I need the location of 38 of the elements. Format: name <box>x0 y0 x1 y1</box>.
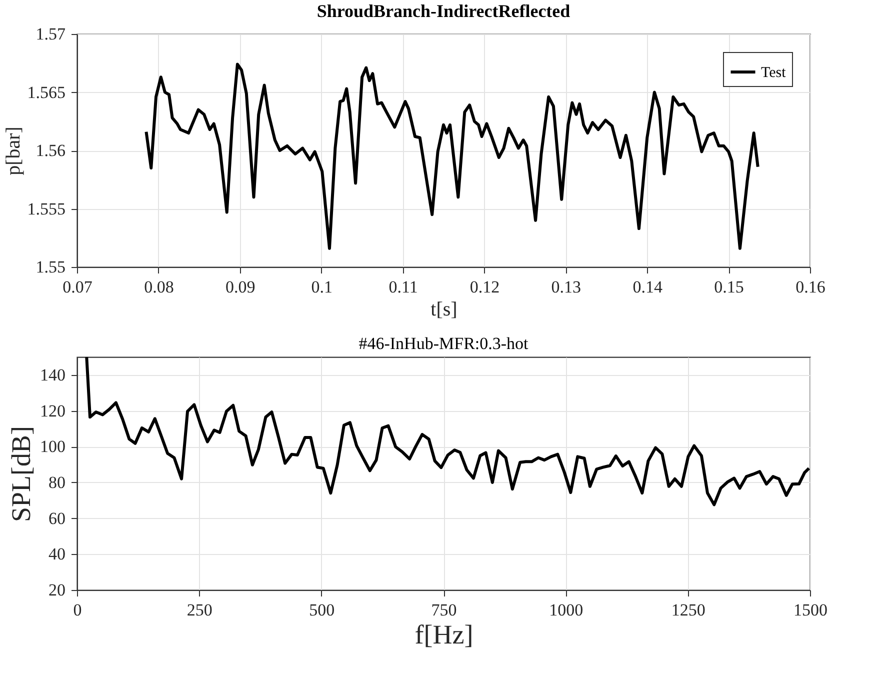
x-axis-title: f[Hz] <box>414 620 474 650</box>
chart-title: ShroudBranch-IndirectReflected <box>316 1 570 21</box>
y-tick-label: 1.555 <box>27 199 66 218</box>
x-tick-label: 0.14 <box>632 278 663 296</box>
chart-title: #46-InHub-MFR:0.3-hot <box>358 334 529 353</box>
y-tick-label: 1.565 <box>27 82 66 102</box>
x-tick-label: 0.15 <box>714 278 744 296</box>
line-series <box>144 62 760 250</box>
y-tick-label: 80 <box>48 472 66 492</box>
y-tick-label: 60 <box>48 508 66 528</box>
legend-label: Test <box>761 65 787 81</box>
x-tick-label: 1000 <box>549 600 584 620</box>
line-series <box>85 357 810 506</box>
y-tick-label: 1.55 <box>36 258 66 276</box>
y-tick-label: 100 <box>40 437 66 456</box>
y-tick-label: 120 <box>40 401 66 420</box>
x-tick-label: 500 <box>309 600 335 620</box>
y-tick-label: 20 <box>48 580 66 600</box>
y-tick-label: 1.56 <box>36 141 66 160</box>
x-tick-label: 250 <box>186 600 212 620</box>
y-axis-title: p[bar] <box>2 126 24 176</box>
y-tick-label: 40 <box>48 544 66 564</box>
x-tick-label: 0 <box>73 600 82 620</box>
x-tick-label: 0.08 <box>144 278 174 296</box>
x-tick-label: 0.16 <box>796 278 826 296</box>
x-axis-title: t[s] <box>430 298 458 320</box>
x-tick-label: 0.11 <box>388 278 418 296</box>
y-tick-label: 1.57 <box>36 24 66 44</box>
x-tick-label: 0.1 <box>311 278 332 296</box>
x-tick-label: 0.13 <box>551 278 582 296</box>
x-tick-label: 0.12 <box>470 278 500 296</box>
x-tick-label: 0.09 <box>226 278 256 296</box>
y-tick-label: 140 <box>40 365 66 384</box>
x-tick-label: 1250 <box>671 600 706 620</box>
x-tick-label: 750 <box>431 600 457 620</box>
y-axis-title: SPL[dB] <box>6 426 36 522</box>
x-tick-label: 1500 <box>794 600 828 620</box>
x-tick-label: 0.07 <box>62 278 93 296</box>
